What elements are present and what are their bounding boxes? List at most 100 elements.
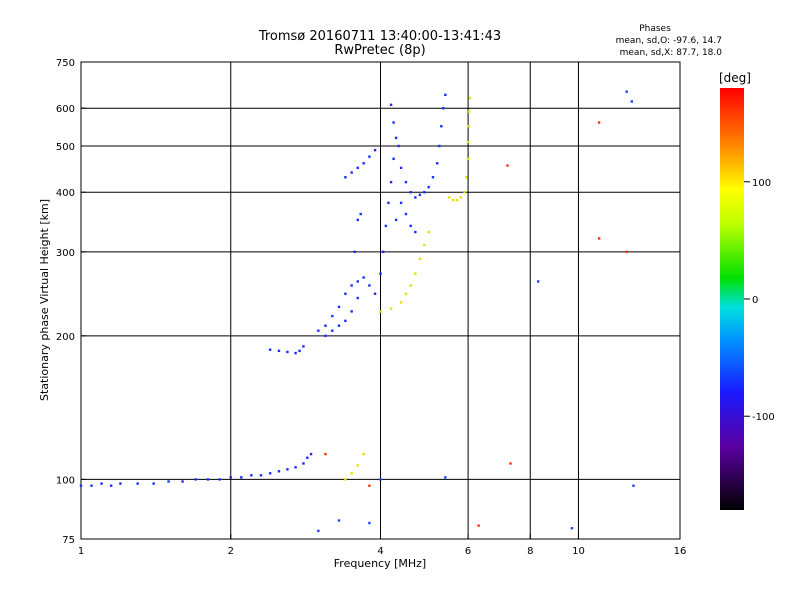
data-point (463, 191, 466, 194)
data-point (368, 521, 371, 525)
data-point (442, 107, 445, 110)
data-point (362, 276, 365, 279)
data-point (570, 527, 574, 530)
data-point (356, 464, 359, 467)
data-point (418, 193, 422, 197)
data-point (389, 307, 393, 310)
phase-stats-x: mean, sd,X: 87.7, 18.0 (620, 48, 723, 58)
data-point (356, 296, 359, 300)
phase-colorbar (720, 88, 744, 510)
data-point (409, 224, 412, 228)
data-point (404, 292, 408, 295)
data-point (440, 125, 443, 128)
data-point (379, 310, 382, 313)
data-point (466, 140, 470, 144)
data-point (309, 452, 313, 456)
data-point (399, 201, 403, 205)
data-point (392, 157, 395, 161)
data-point (368, 484, 371, 487)
data-point (409, 284, 412, 287)
data-point (286, 468, 289, 471)
data-point (356, 166, 359, 170)
data-point (350, 171, 353, 174)
data-point (298, 349, 301, 353)
data-point (465, 176, 468, 179)
data-point (344, 478, 347, 481)
data-point (259, 474, 263, 477)
y-tick-label: 300 (56, 248, 75, 259)
data-point (451, 198, 455, 202)
chart-subtitle: RwPretec (8p) (334, 43, 425, 58)
data-point (477, 524, 480, 527)
data-point (324, 324, 327, 327)
data-point (466, 157, 470, 161)
data-point (317, 529, 320, 533)
y-tick-label: 75 (62, 535, 75, 546)
colorbar-ticks: 100 0 -100 (744, 178, 775, 423)
data-point (399, 301, 403, 304)
grid-lines (81, 62, 680, 539)
data-point (302, 345, 305, 348)
data-point (506, 164, 509, 167)
data-point (459, 196, 462, 199)
data-point (337, 519, 341, 522)
data-point (286, 350, 289, 354)
data-point (152, 482, 155, 485)
data-point (373, 148, 377, 152)
x-tick-label: 2 (228, 546, 234, 557)
data-point (381, 250, 385, 254)
data-point (399, 166, 403, 170)
data-point (597, 237, 601, 240)
data-point (362, 452, 365, 456)
y-tick-label: 750 (56, 58, 75, 69)
data-point (294, 466, 297, 469)
x-tick-label: 4 (377, 546, 383, 557)
data-point (597, 121, 601, 124)
data-point (362, 162, 365, 165)
data-point (240, 476, 243, 479)
data-point (394, 136, 398, 140)
data-point (331, 329, 334, 332)
y-tick-label: 600 (56, 104, 75, 115)
data-point (397, 144, 400, 148)
data-point (218, 478, 221, 481)
data-point (373, 292, 377, 295)
data-point (509, 462, 512, 465)
y-tick-label: 500 (56, 142, 75, 153)
data-point (350, 284, 353, 287)
y-axis-ticks: 75 100 200 300 400 500 600 750 (56, 58, 86, 546)
data-point (344, 292, 347, 295)
data-point (250, 474, 253, 477)
data-point (394, 218, 398, 222)
data-points (79, 90, 635, 533)
phase-stats-heading: Phases (639, 24, 671, 34)
data-point (431, 176, 435, 179)
data-point (229, 476, 232, 479)
data-point (109, 484, 113, 487)
data-point (414, 230, 417, 234)
data-point (625, 250, 628, 254)
data-point (206, 478, 210, 481)
data-point (468, 96, 472, 100)
data-point (379, 272, 382, 275)
colorbar-tick-label: 0 (752, 295, 758, 306)
x-tick-label: 16 (674, 546, 687, 557)
data-point (389, 180, 393, 184)
data-point (350, 310, 353, 313)
data-point (268, 472, 272, 475)
data-point (353, 250, 356, 254)
data-point (409, 191, 412, 194)
data-point (455, 198, 459, 202)
data-point (79, 484, 83, 487)
data-point (277, 349, 281, 353)
x-tick-label: 8 (527, 546, 533, 557)
data-point (317, 329, 320, 332)
y-tick-label: 200 (56, 332, 75, 343)
data-point (435, 162, 439, 165)
data-point (448, 196, 451, 199)
data-point (194, 478, 197, 481)
data-point (467, 125, 471, 128)
data-point (324, 452, 327, 456)
data-point (427, 230, 430, 234)
